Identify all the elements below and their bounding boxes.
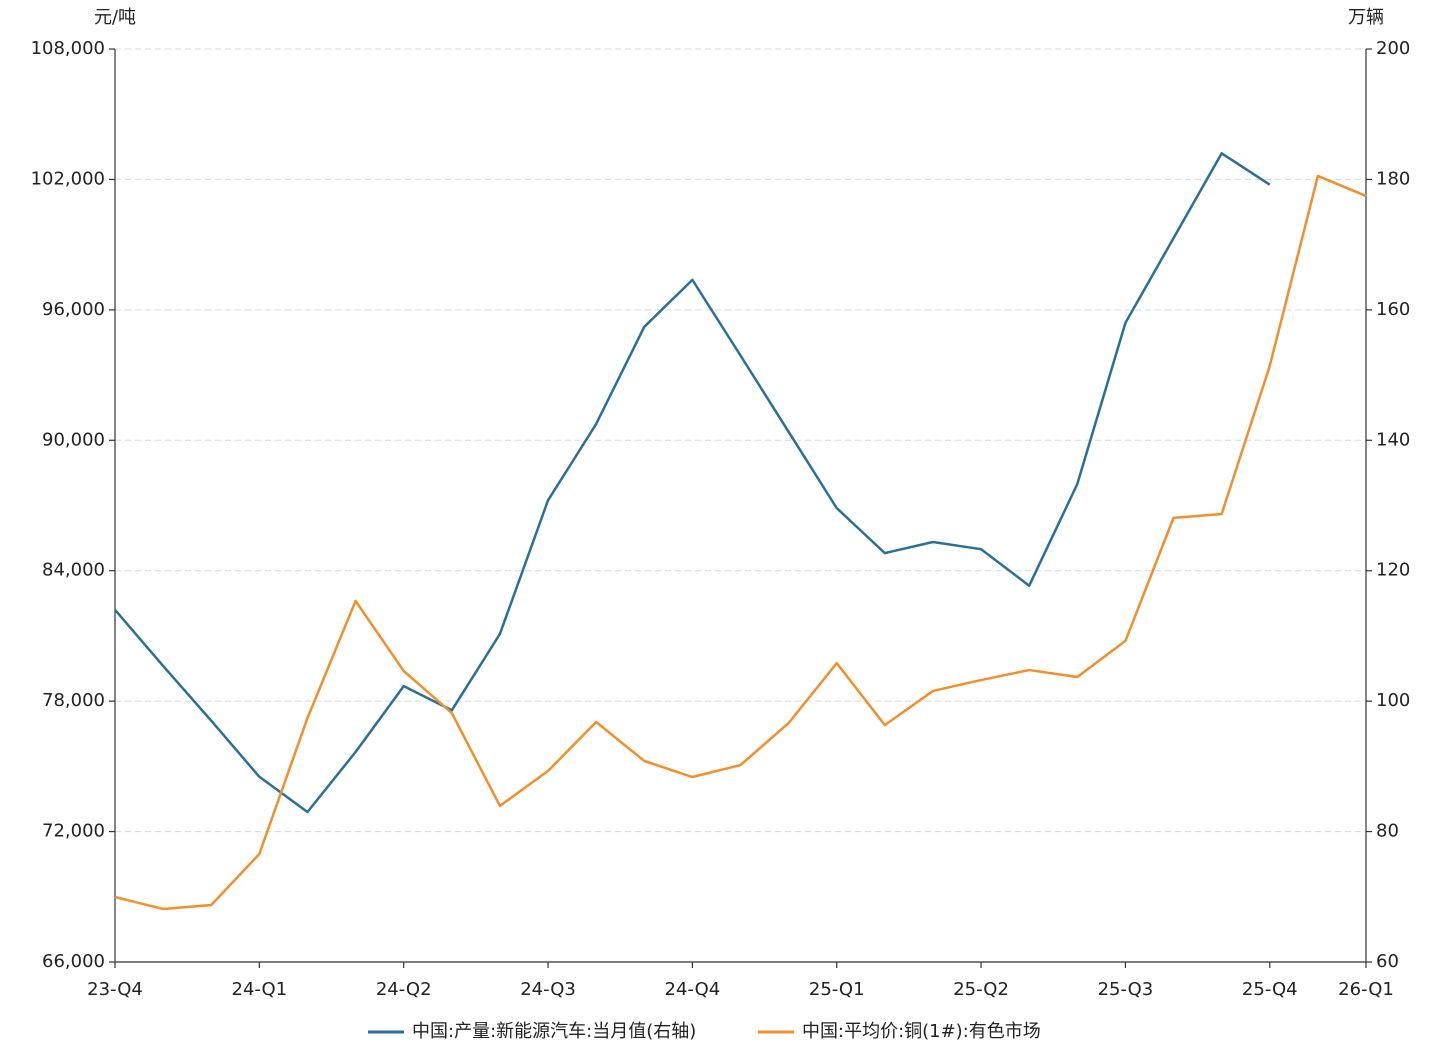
x-tick-label: 24-Q3	[520, 979, 576, 1000]
x-tick-label: 26-Q1	[1338, 979, 1394, 1000]
y2-unit: 万辆	[1348, 7, 1384, 28]
y2-tick-label: 140	[1376, 429, 1410, 450]
y-unit: 元/吨	[94, 7, 136, 28]
x-tick-label: 24-Q1	[232, 979, 288, 1000]
x-tick-label: 24-Q4	[665, 979, 721, 1000]
y2-tick-label: 200	[1376, 38, 1410, 59]
y2-tick-label: 120	[1376, 560, 1410, 581]
y-tick-label: 108,000	[31, 38, 105, 59]
x-tick-label: 24-Q2	[376, 979, 432, 1000]
x-tick-label: 25-Q3	[1098, 979, 1154, 1000]
y2-tick-label: 60	[1376, 951, 1399, 972]
legend-label: 中国:平均价:铜(1#):有色市场	[802, 1021, 1041, 1042]
y2-tick-label: 180	[1376, 168, 1410, 189]
x-tick-label: 25-Q4	[1242, 979, 1298, 1000]
y2-tick-label: 160	[1376, 299, 1410, 320]
y-tick-label: 90,000	[42, 429, 105, 450]
y2-tick-label: 80	[1376, 821, 1399, 842]
series-line	[114, 174, 1367, 911]
y-tick-label: 78,000	[42, 690, 105, 711]
y-tick-label: 72,000	[42, 821, 105, 842]
x-tick-label: 23-Q4	[87, 979, 143, 1000]
y-tick-label: 84,000	[42, 560, 105, 581]
x-tick-label: 25-Q2	[953, 979, 1009, 1000]
y2-tick-label: 100	[1376, 690, 1410, 711]
y-tick-label: 96,000	[42, 299, 105, 320]
y-tick-label: 102,000	[31, 168, 105, 189]
y-tick-label: 66,000	[42, 951, 105, 972]
series-line	[114, 152, 1271, 814]
legend-label: 中国:产量:新能源汽车:当月值(右轴)	[412, 1021, 696, 1042]
x-tick-label: 25-Q1	[809, 979, 865, 1000]
